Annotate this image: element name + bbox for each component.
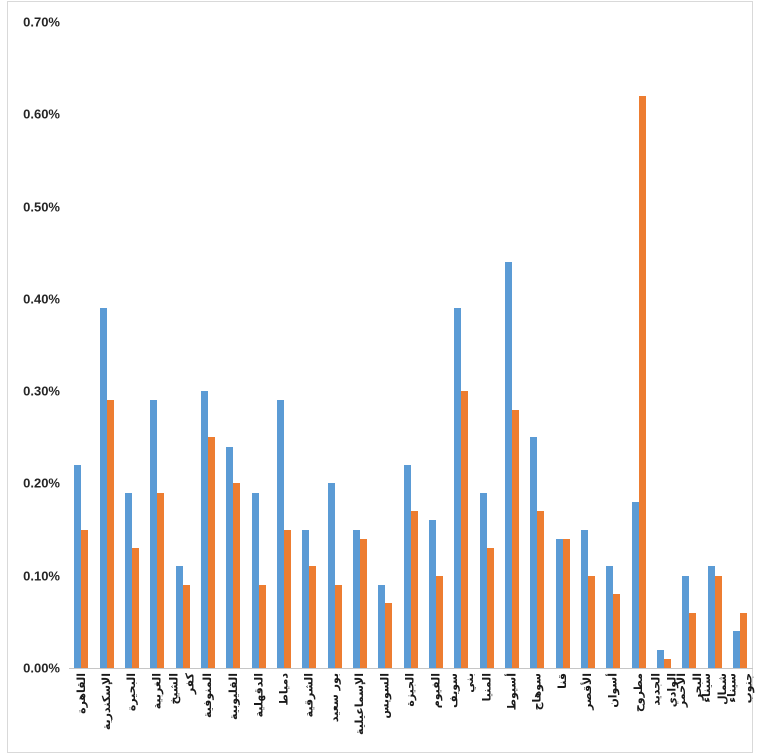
bar-blue: [226, 447, 234, 668]
bar-blue: [656, 650, 664, 668]
bar-orange: [410, 511, 418, 668]
bar-blue: [124, 493, 132, 668]
bar-blue: [732, 631, 740, 668]
x-axis-category-label: بني سويف: [446, 673, 476, 708]
bar-orange: [486, 548, 494, 668]
bar-blue: [682, 576, 690, 668]
bar-orange: [562, 539, 570, 668]
bar-orange: [613, 594, 621, 668]
x-axis-category-label: المنوفية: [201, 673, 215, 719]
bar-blue: [352, 530, 360, 668]
bar-orange: [739, 613, 747, 668]
x-axis-category-label: الشرقية: [302, 673, 316, 718]
x-axis-category-label: البحيرة: [125, 673, 139, 712]
x-axis-category-label: القاهرة: [74, 673, 88, 714]
x-axis-category-label: المنيا: [480, 673, 493, 702]
bar-orange: [106, 400, 114, 668]
x-axis-category-label: الإسماعيلية: [353, 673, 367, 735]
bar-orange: [157, 493, 165, 668]
x-axis-category-label: الغربية: [150, 673, 164, 710]
x-axis-category-label: سوهاج: [530, 673, 544, 711]
x-axis-category-label: كفر الشيخ: [168, 673, 197, 705]
bar-orange: [359, 539, 367, 668]
bar-orange: [461, 391, 469, 668]
bar-blue: [327, 483, 335, 668]
bar-orange: [258, 585, 266, 668]
y-axis-tick-label: 0.40%: [23, 291, 60, 307]
bar-orange: [537, 511, 545, 668]
x-axis-category-label: قنا: [556, 673, 569, 689]
bar-orange: [207, 437, 215, 668]
bar-blue: [302, 530, 310, 668]
bar-orange: [334, 585, 342, 668]
y-axis-tick-label: 0.30%: [23, 383, 60, 399]
x-axis-category-label: دمياط: [277, 673, 291, 706]
bar-blue: [175, 566, 183, 668]
x-axis-category-label: جنوب سيناء: [725, 673, 755, 704]
bar-orange: [689, 613, 697, 668]
y-axis-tick-label: 0.20%: [23, 475, 60, 491]
bar-blue: [707, 566, 715, 668]
bar-blue: [99, 308, 107, 668]
bar-blue: [251, 493, 259, 668]
y-axis-tick-label: 0.00%: [23, 660, 60, 676]
x-axis-category-label: السويس: [378, 673, 392, 719]
bar-blue: [428, 520, 436, 668]
x-axis-category-label: الأقصر: [581, 673, 595, 710]
y-axis-tick-label: 0.50%: [23, 199, 60, 215]
bar-blue: [555, 539, 563, 668]
y-axis-tick-label: 0.60%: [23, 106, 60, 122]
y-axis-tick-label: 0.70%: [23, 14, 60, 30]
bar-blue: [479, 493, 487, 668]
bar-blue: [454, 308, 462, 668]
x-axis-category-label: الجيزة: [404, 673, 417, 707]
bar-orange: [587, 576, 595, 668]
bar-blue: [74, 465, 82, 668]
bar-blue: [200, 391, 208, 668]
bar-orange: [663, 659, 671, 668]
bar-orange: [638, 96, 646, 668]
bar-blue: [403, 465, 411, 668]
x-axis-category-label: الدقهلية: [252, 673, 265, 718]
bar-blue: [631, 502, 639, 668]
bar-orange: [182, 585, 190, 668]
bar-orange: [714, 576, 722, 668]
bar-blue: [150, 400, 158, 668]
bar-blue: [276, 400, 284, 668]
bar-orange: [435, 576, 443, 668]
bar-orange: [131, 548, 139, 668]
x-axis-category-label: الفيوم: [429, 673, 443, 709]
bar-orange: [81, 530, 89, 668]
bar-orange: [233, 483, 241, 668]
bar-blue: [504, 262, 512, 668]
bar-blue: [530, 437, 538, 668]
bar-orange: [283, 530, 291, 668]
x-axis-category-label: الإسكندرية: [100, 673, 113, 731]
x-axis-category-label: أسوان: [606, 673, 620, 708]
bar-orange: [511, 410, 519, 668]
x-axis-category-label: بور سعيد: [328, 673, 341, 723]
x-axis-line: [69, 668, 753, 669]
bar-blue: [378, 585, 386, 668]
x-axis-category-label: القليوبية: [226, 673, 240, 720]
x-axis-category-label: مطروح: [632, 673, 645, 713]
y-axis-tick-label: 0.10%: [23, 568, 60, 584]
bar-orange: [309, 566, 317, 668]
bar-blue: [580, 530, 588, 668]
x-axis-category-label: أسيوط: [505, 673, 519, 711]
bar-blue: [606, 566, 614, 668]
bar-orange: [385, 603, 393, 668]
